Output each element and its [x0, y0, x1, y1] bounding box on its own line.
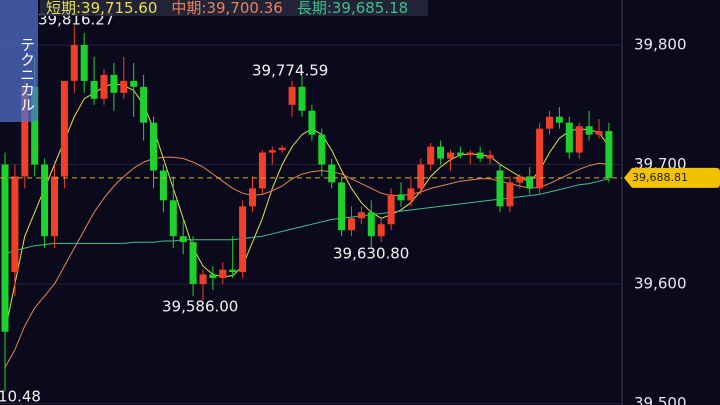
candle-body	[288, 86, 296, 105]
candle-body	[338, 182, 346, 231]
legend-entry: 中期:39,700.36	[171, 0, 283, 17]
candle-body	[486, 154, 494, 159]
candle-body	[546, 116, 553, 129]
candle-body	[209, 274, 217, 279]
candle-body	[377, 224, 385, 237]
candle-body	[278, 147, 286, 151]
y-tick-label: 39,600	[634, 274, 687, 292]
price-annotation: 39,774.59	[252, 62, 328, 80]
legend: 短期:39,715.60 中期:39,700.36 長期:39,685.18	[40, 0, 429, 17]
candle-body	[427, 146, 435, 165]
candle-body	[516, 176, 524, 183]
legend-entry: 長期:39,685.18	[296, 0, 409, 17]
candle-body	[308, 110, 316, 135]
candle-body	[239, 206, 247, 273]
candle-body	[31, 86, 39, 165]
price-tag	[624, 167, 720, 188]
candle-body	[526, 176, 534, 189]
candle-body	[397, 194, 405, 201]
candle-body	[387, 194, 395, 225]
candle-body	[51, 176, 58, 237]
candle-body	[120, 80, 128, 93]
candle-body	[169, 200, 177, 237]
candle-body	[199, 274, 207, 284]
candle-body	[585, 126, 593, 135]
candle-body	[417, 164, 425, 189]
price-annotation: 39,630.80	[333, 245, 409, 263]
candle-body	[605, 131, 613, 178]
candle-body	[249, 188, 256, 207]
candle-body	[318, 134, 326, 165]
y-tick-label: 39,500	[634, 394, 687, 405]
candle-body	[80, 45, 88, 81]
candle-body	[555, 116, 563, 123]
candle-body	[298, 86, 306, 111]
candle-body	[258, 152, 266, 189]
price-tag-label: 39,688.81	[632, 171, 688, 184]
candle-body	[41, 164, 49, 237]
candle-body	[357, 212, 365, 219]
candle-body	[447, 152, 454, 159]
price-annotation: 10.48	[0, 388, 41, 405]
candle-body	[476, 152, 484, 159]
candle-body	[110, 74, 118, 93]
candle-body	[150, 122, 157, 171]
candle-body	[189, 242, 197, 284]
candle-body	[506, 182, 514, 207]
candle-body	[466, 152, 474, 155]
moving-average-line	[4, 156, 609, 368]
candle-body	[90, 80, 98, 99]
candle-body	[179, 236, 187, 243]
candle-body	[437, 146, 445, 159]
candle-body	[11, 176, 19, 273]
candle-body	[140, 86, 148, 123]
candle-body	[536, 128, 544, 189]
candle-body	[496, 170, 504, 207]
candle-body	[595, 131, 603, 135]
candle-body	[268, 150, 276, 153]
candle-body	[60, 80, 68, 177]
candle-body	[100, 74, 108, 99]
candle-body	[1, 164, 9, 332]
candle-body	[407, 188, 415, 201]
candle-body	[70, 45, 78, 81]
technical-button[interactable]: テクニカル	[0, 0, 38, 122]
candle-body	[159, 170, 167, 201]
moving-average-line	[4, 82, 610, 332]
y-tick-label: 39,800	[634, 36, 687, 54]
legend-entry: 短期:39,715.60	[46, 0, 158, 17]
moving-average-line	[4, 178, 610, 255]
candle-body	[21, 86, 29, 177]
candle-body	[328, 164, 336, 183]
candle-body	[367, 212, 375, 237]
candle-body	[348, 218, 355, 231]
price-annotation: 39,586.00	[162, 298, 238, 316]
candle-body	[229, 269, 237, 273]
candle-body	[219, 269, 227, 279]
candle-body	[130, 80, 138, 87]
candle-body	[565, 122, 573, 153]
candle-body	[456, 152, 464, 155]
candle-body	[575, 126, 583, 153]
